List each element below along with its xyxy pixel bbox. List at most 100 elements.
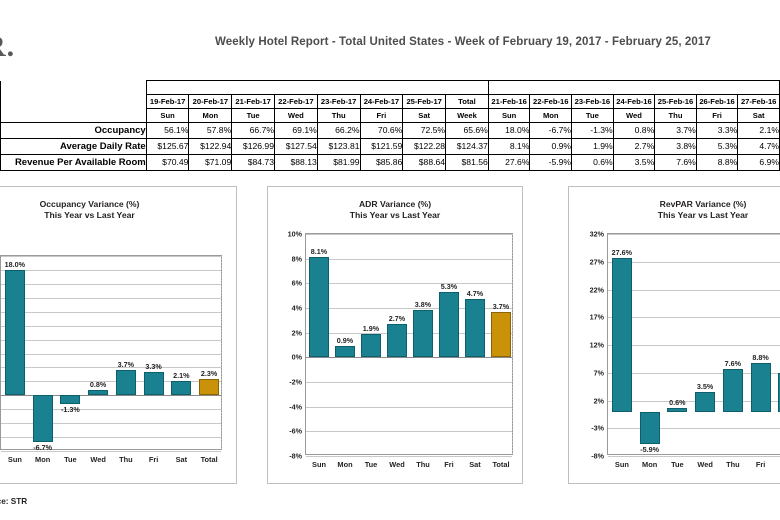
table-day-header-3: Wed: [274, 108, 318, 123]
bar-adr-sun: [309, 257, 329, 358]
table-row: Average Daily Rate $125.67 $122.94 $126.99 $…: [0, 138, 780, 155]
bar-value-label-occupancy-tue: -1.3%: [60, 405, 80, 415]
plot-right-edge: [221, 256, 222, 449]
gridline: [1, 340, 221, 341]
bar-occupancy-sat: [171, 380, 192, 396]
gridline: [608, 401, 780, 402]
plot-right-edge: [512, 234, 513, 454]
table-date-header-row: 19-Feb-17 20-Feb-17 21-Feb-17 22-Feb-17 23-F…: [0, 94, 780, 109]
chart-title-line2: This Year vs Last Year: [44, 210, 135, 220]
bar-adr-sat: [465, 299, 485, 358]
gridline: [1, 298, 221, 299]
gridline: [1, 367, 221, 368]
table-cell-r1-c0: $125.67: [145, 138, 190, 155]
x-axis-tick-revpar-fri: Fri: [755, 460, 766, 469]
table-date-header-9: 22-Feb-16: [529, 94, 573, 109]
table-day-header-1: Mon: [188, 108, 233, 123]
table-cell-r2-c0: $70.49: [145, 154, 190, 171]
gridline: [608, 262, 780, 263]
table-row-label-1: Average Daily Rate: [0, 138, 147, 155]
y-axis-tick-1: 27%: [589, 257, 604, 267]
bar-occupancy-tue: [60, 395, 81, 405]
table-group-header-actual: Actual Feb 19, 2017 - Feb 25, 2017: [145, 80, 489, 95]
table-day-header-13: Fri: [695, 108, 739, 123]
x-axis-tick-occupancy-sat: Sat: [175, 455, 188, 464]
y-axis-tick-9: -8%: [289, 451, 302, 461]
x-axis-tick-adr-thu: Thu: [416, 460, 430, 469]
table-cell-r0-c7: 65.6%: [445, 122, 489, 139]
gridline: [608, 234, 780, 235]
x-axis-tick-adr-sat: Sat: [469, 460, 481, 469]
table-cell-r0-c11: 0.8%: [612, 122, 656, 139]
table-cell-r2-c1: $71.09: [188, 154, 233, 171]
table-row-label-2: Revenue Per Available Room: [0, 154, 147, 171]
plot-area-adr: 10% 8% 6% 4% 2% 0% -2% -4% -6% -8% 8.1% Sun 0.9% Mon 1…: [288, 230, 513, 469]
bar-revpar-fri: [750, 362, 771, 412]
table-row-label-0: Occupancy: [0, 122, 147, 139]
gridline: [1, 326, 221, 327]
bar-value-label-revpar-fri: 8.8%: [752, 352, 769, 362]
y-axis-tick-8: -6%: [289, 426, 302, 436]
gridline: [306, 308, 512, 309]
bar-revpar-sun: [611, 258, 632, 412]
gridline: [306, 259, 512, 260]
table-day-header-8: Sun: [487, 108, 531, 123]
x-axis-tick-revpar-thu: Thu: [726, 460, 740, 469]
bar-adr-tue: [361, 333, 381, 358]
gridline: [306, 283, 512, 284]
x-axis-tick-adr-sun: Sun: [312, 460, 326, 469]
table-cell-r1-c4: $123.81: [316, 138, 361, 155]
x-axis-tick-revpar-sun: Sun: [614, 460, 629, 469]
table-cell-r2-c10: 0.6%: [571, 154, 614, 171]
gridline: [608, 290, 780, 291]
table-date-header-8: 21-Feb-16: [487, 94, 531, 109]
table-cell-r2-c13: 8.8%: [695, 154, 739, 171]
bar-value-label-revpar-thu: 7.6%: [724, 359, 742, 369]
table-cell-r1-c5: $121.59: [359, 138, 404, 155]
bar-value-label-revpar-tue: 0.6%: [669, 398, 686, 408]
bar-revpar-sat: [778, 373, 780, 412]
bar-value-label-adr-fri: 5.3%: [440, 281, 458, 291]
gridline: [1, 381, 221, 382]
table-day-header-4: Thu: [316, 108, 361, 123]
table-cell-r1-c10: 1.9%: [571, 138, 614, 155]
y-axis-tick-4: 2%: [291, 328, 302, 338]
gridline: [608, 345, 780, 346]
bar-occupancy-total: [199, 379, 220, 396]
table-day-header-7: Week: [445, 108, 489, 123]
x-axis-tick-occupancy-thu: Thu: [119, 455, 133, 464]
table-cell-r1-c9: 0.9%: [529, 138, 573, 155]
table-cell-r2-c6: $88.64: [402, 154, 447, 171]
x-axis-tick-adr-tue: Tue: [364, 460, 378, 469]
bar-revpar-tue: [667, 408, 688, 412]
table-cell-r0-c3: 69.1%: [274, 122, 318, 139]
bar-adr-mon: [335, 346, 355, 358]
bar-value-label-adr-wed: 2.7%: [388, 314, 406, 324]
table-cell-r0-c13: 3.3%: [695, 122, 739, 139]
y-axis-tick-5: 7%: [593, 368, 604, 378]
bar-adr-fri: [439, 291, 459, 358]
bar-occupancy-thu: [115, 369, 136, 396]
gridline: [1, 256, 221, 257]
y-axis-tick-2: 6%: [291, 278, 302, 288]
gridline: [306, 407, 512, 408]
y-axis-tick-4: 12%: [589, 340, 604, 350]
table-date-header-6: 25-Feb-17: [402, 94, 447, 109]
y-axis-tick-3: 4%: [291, 303, 302, 313]
bar-value-label-occupancy-fri: 3.3%: [145, 362, 162, 372]
table-day-header-11: Wed: [612, 108, 656, 123]
x-axis-tick-occupancy-tue: Tue: [64, 455, 77, 464]
table-cell-r2-c12: 7.6%: [654, 154, 697, 171]
bar-value-label-occupancy-wed: 0.8%: [89, 379, 107, 389]
table-cell-r1-c8: 8.1%: [487, 138, 531, 155]
gridline: [608, 373, 780, 374]
table-cell-r1-c6: $122.28: [402, 138, 447, 155]
table-cell-r1-c11: 2.7%: [612, 138, 656, 155]
table-cell-r2-c9: -5.9%: [529, 154, 573, 171]
x-axis-tick-revpar-tue: Tue: [671, 460, 684, 469]
y-axis-tick-1: 8%: [291, 254, 302, 264]
bar-value-label-adr-total: 3.7%: [492, 301, 510, 311]
table-date-header-13: 26-Feb-16: [695, 94, 739, 109]
y-axis-tick-0: 10%: [287, 229, 302, 239]
y-axis-tick-6: 2%: [593, 396, 604, 405]
